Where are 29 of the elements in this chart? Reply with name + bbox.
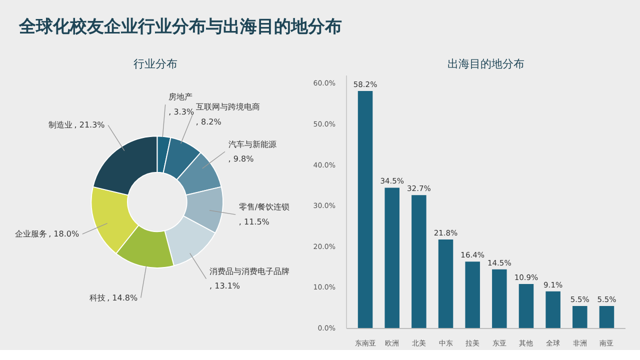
slice-label: 科技: [89, 293, 106, 302]
slice-label: 互联网与跨境电商: [196, 102, 260, 112]
text: 全球化校友企业行业分布与出海目的地分布: [19, 16, 342, 39]
slice-label: 零售/餐饮连锁: [238, 202, 290, 212]
bar: [438, 240, 454, 328]
data-label: , 18.0%: [48, 230, 80, 239]
bar: [465, 262, 480, 328]
bar: [572, 306, 588, 328]
bar: [358, 91, 373, 328]
slice-label: 消费品与消费电子品牌: [210, 266, 290, 276]
bar: [546, 291, 560, 328]
data-label: , 11.5%: [238, 217, 270, 226]
slice-label: 房地产: [168, 92, 193, 102]
bar: [599, 306, 614, 328]
data-label: , 21.3%: [74, 120, 106, 130]
slice-label: 制造业: [48, 120, 73, 130]
chart-title: 出海目的地分布: [448, 58, 524, 70]
data-label: , 9.8%: [228, 154, 254, 164]
bar: [384, 188, 400, 328]
data-label: , 14.8%: [107, 293, 138, 302]
bar: [492, 269, 507, 328]
data-label: , 3.3%: [168, 107, 194, 116]
data-label: , 8.2%: [196, 117, 222, 126]
bar: [412, 195, 426, 328]
bar: [518, 284, 534, 328]
data-label: , 13.1%: [210, 282, 240, 291]
chart-title: 行业分布: [134, 58, 178, 70]
slice-label: 汽车与新能源: [228, 140, 276, 149]
slice-label: 企业服务: [14, 230, 47, 239]
